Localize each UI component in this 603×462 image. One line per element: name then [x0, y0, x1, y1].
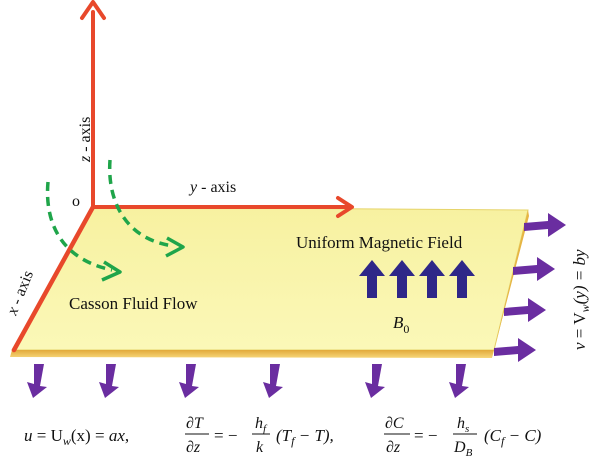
right-arrow-icon	[524, 213, 566, 237]
svg-text:∂z: ∂z	[186, 439, 201, 456]
down-arrow-icon	[365, 364, 385, 398]
svg-text:hs: hs	[457, 415, 469, 435]
svg-text:∂T: ∂T	[186, 415, 204, 432]
equation-concentration: ∂C ∂z = − hs DB (Cf − C)	[384, 415, 542, 459]
svg-text:k: k	[256, 439, 264, 456]
stretching-sheet	[11, 206, 529, 351]
down-arrow-icon	[449, 364, 469, 398]
z-axis-arrowhead	[80, 0, 106, 20]
casson-flow-label: Casson Fluid Flow	[69, 294, 198, 313]
svg-text:x - axis: x - axis	[4, 268, 37, 318]
equation-temperature: ∂T ∂z = − hf k (Tf − T),	[185, 415, 334, 456]
z-axis-label: z - axis	[77, 117, 94, 163]
right-arrow-icon	[504, 298, 546, 322]
svg-text:z - axis: z - axis	[77, 117, 94, 163]
svg-text:v = Vw(y) = by: v = Vw(y) = by	[570, 249, 592, 350]
velocity-boundary-label: v = Vw(y) = by	[570, 249, 592, 350]
field-arrow-icon	[419, 260, 445, 298]
equation-velocity: u = Uw(x) = ax,	[24, 426, 129, 448]
svg-text:hf: hf	[255, 415, 268, 435]
field-arrow-icon	[449, 260, 475, 298]
magnetic-field-label: Uniform Magnetic Field	[296, 233, 463, 252]
flow-arrow-right	[107, 159, 185, 258]
stretching-velocity-arrows	[494, 213, 566, 362]
svg-text:(Tf − T),: (Tf − T),	[276, 426, 334, 448]
svg-text:∂C: ∂C	[385, 415, 404, 432]
down-arrow-icon	[99, 364, 119, 398]
field-arrow-icon	[389, 260, 415, 298]
magnetic-field-arrows	[359, 260, 475, 298]
down-arrow-icon	[179, 364, 199, 398]
svg-text:DB: DB	[453, 439, 473, 459]
origin-label: o	[72, 193, 80, 210]
svg-text:= −: = −	[214, 426, 237, 445]
svg-text:∂z: ∂z	[386, 439, 401, 456]
b0-label: B0	[393, 313, 409, 336]
down-arrow-icon	[27, 364, 47, 398]
y-axis-label: y - axis	[188, 179, 236, 196]
svg-text:(Cf − C): (Cf − C)	[484, 426, 542, 448]
down-arrow-icon	[263, 364, 283, 398]
x-axis-label: x - axis	[4, 268, 37, 318]
sheet-right-edge	[492, 210, 529, 358]
right-arrow-icon	[513, 257, 555, 281]
svg-text:= −: = −	[414, 426, 437, 445]
suction-arrows	[27, 364, 469, 398]
right-arrow-icon	[494, 338, 536, 362]
y-axis-arrowhead	[336, 196, 354, 218]
flow-arrow-left	[45, 181, 122, 282]
x-axis-line	[11, 204, 96, 353]
sheet-front-edge	[10, 350, 494, 358]
field-arrow-icon	[359, 260, 385, 298]
